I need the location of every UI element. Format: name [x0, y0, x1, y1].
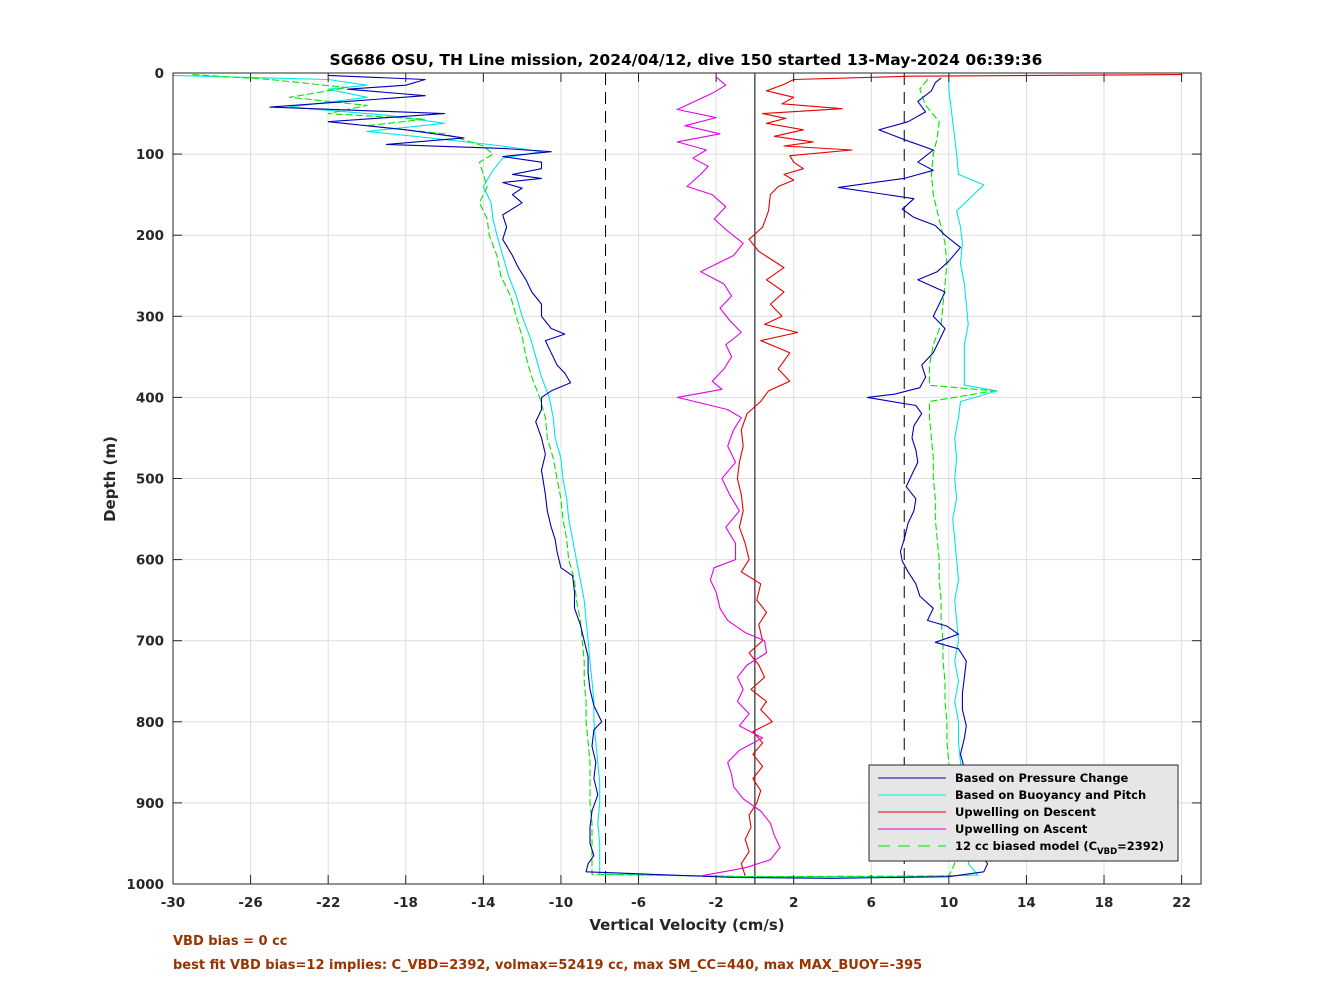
- x-tick-label: 10: [939, 895, 958, 911]
- x-tick-label: -6: [631, 895, 646, 911]
- series-line-upwelling-on-descent: [736, 74, 1182, 877]
- y-tick-label: 400: [136, 390, 164, 406]
- legend-label: 12 cc biased model (CVBD=2392): [955, 839, 1164, 857]
- series-layer: [172, 74, 1182, 879]
- x-tick-label: 22: [1172, 895, 1191, 911]
- legend-label: Based on Pressure Change: [955, 771, 1129, 785]
- legend-label-end: =2392): [1117, 839, 1164, 853]
- y-tick-label: 0: [155, 66, 164, 82]
- x-tick-label: -22: [316, 895, 340, 911]
- y-tick-label: 200: [136, 228, 164, 244]
- legend-box: [868, 764, 1179, 862]
- vbd-bias-note: VBD bias = 0 cc: [173, 934, 288, 949]
- series-line-based-on-buoyancy-and-pitch: [172, 74, 998, 878]
- y-tick-label: 100: [136, 147, 164, 163]
- y-tick-label: 300: [136, 309, 164, 325]
- x-tick-label: 14: [1017, 895, 1036, 911]
- x-tick-label: 2: [789, 895, 798, 911]
- y-tick-label: 1000: [126, 877, 164, 893]
- y-tick-label: 700: [136, 634, 164, 650]
- y-tick-label: 800: [136, 715, 164, 731]
- legend-label-main: 12 cc biased model (C: [955, 839, 1097, 853]
- x-tick-label: 6: [867, 895, 876, 911]
- x-tick-label: 18: [1095, 895, 1114, 911]
- legend-label: Upwelling on Ascent: [955, 822, 1088, 836]
- y-tick-label: 600: [136, 553, 164, 569]
- legend: Based on Pressure Change Based on Buoyanc…: [868, 764, 1179, 862]
- y-tick-label: 900: [136, 796, 164, 812]
- legend-label: Based on Buoyancy and Pitch: [955, 788, 1146, 802]
- y-tick-label: 500: [136, 472, 164, 488]
- x-tick-label: -26: [238, 895, 262, 911]
- series-line-based-on-pressure-change: [269, 74, 995, 879]
- legend-label: Upwelling on Descent: [955, 805, 1096, 819]
- x-tick-label: -18: [394, 895, 418, 911]
- series-line-upwelling-on-ascent: [676, 76, 781, 877]
- series-line-12-cc-biased-model-c-vbd-2392: [192, 74, 995, 878]
- x-tick-label: -30: [161, 895, 185, 911]
- x-tick-label: -14: [471, 895, 495, 911]
- chart-title: SG686 OSU, TH Line mission, 2024/04/12, …: [330, 51, 1043, 69]
- x-tick-label: -2: [709, 895, 724, 911]
- x-axis-label: Vertical Velocity (cm/s): [589, 916, 784, 934]
- x-tick-label: -10: [549, 895, 573, 911]
- best-fit-note: best fit VBD bias=12 implies: C_VBD=2392…: [173, 958, 923, 973]
- axis-ticks: -30 -26 -22 -18 -14 -10 -6 -2 2 6 10 14 18 2201002003…: [126, 66, 1201, 911]
- y-axis-label: Depth (m): [101, 436, 119, 522]
- legend-label-subscript: VBD: [1097, 847, 1117, 857]
